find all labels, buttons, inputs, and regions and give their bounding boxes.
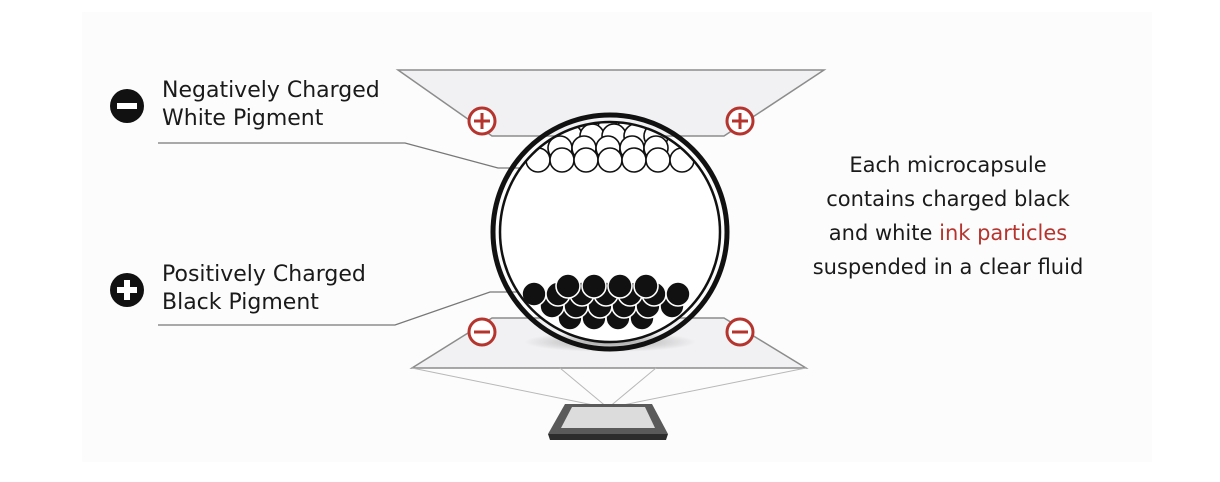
caption: Each microcapsule contains charged black…	[813, 153, 1084, 279]
positive-label-line2: Black Pigment	[162, 290, 319, 315]
positive-label-line1: Positively Charged	[162, 262, 366, 287]
top-electrode	[395, 69, 827, 137]
plus-icon	[725, 106, 755, 136]
white-pigment-particle	[645, 147, 671, 173]
negative-label-line2: White Pigment	[162, 106, 324, 131]
negative-label-line1: Negatively Charged	[162, 78, 380, 103]
white-pigment-particle	[597, 147, 623, 173]
negative-label: Negatively Charged White Pigment	[162, 78, 387, 131]
black-particles	[521, 273, 691, 331]
microcapsule	[490, 112, 730, 352]
plus-icon	[467, 106, 497, 136]
black-pigment-particle	[581, 273, 607, 299]
black-pigment-particle	[633, 273, 659, 299]
e-reader-device	[548, 404, 668, 440]
caption-line4: suspended in a clear fluid	[813, 255, 1084, 279]
black-pigment-particle	[607, 273, 633, 299]
positive-label: Positively Charged Black Pigment	[162, 262, 373, 315]
minus-icon	[467, 317, 497, 347]
plus-circle-icon	[110, 273, 144, 307]
projection-lines	[411, 367, 807, 409]
caption-line3-prefix: and white	[829, 221, 939, 245]
minus-circle-icon	[110, 89, 144, 123]
caption-line3: and white ink particles	[829, 221, 1067, 245]
black-pigment-particle	[665, 281, 691, 307]
white-pigment-particle	[621, 147, 647, 173]
caption-line2: contains charged black	[826, 187, 1070, 211]
white-pigment-particle	[549, 147, 575, 173]
white-pigment-particle	[573, 147, 599, 173]
minus-icon	[725, 317, 755, 347]
caption-line1: Each microcapsule	[849, 153, 1046, 177]
caption-highlight: ink particles	[939, 221, 1067, 245]
black-pigment-particle	[555, 273, 581, 299]
